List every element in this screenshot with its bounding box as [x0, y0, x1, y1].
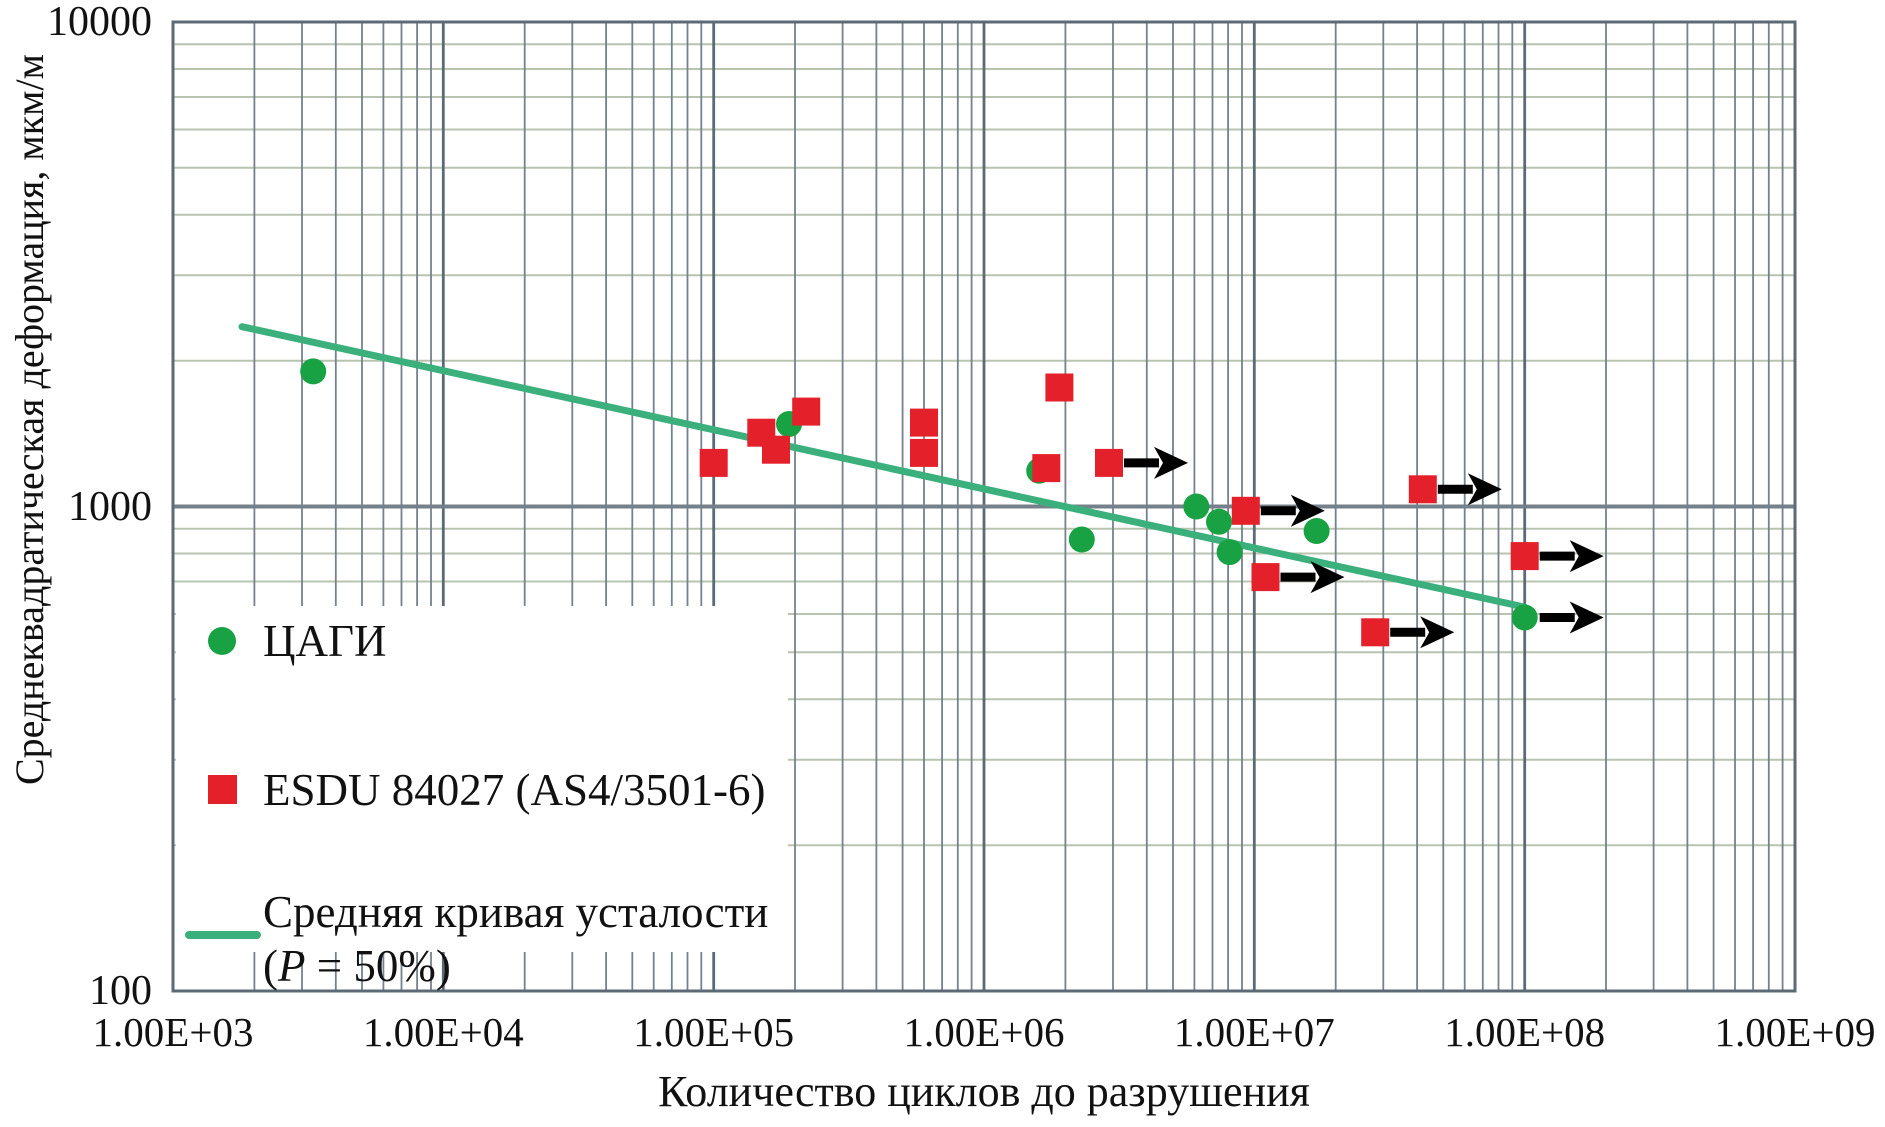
y-axis-title: Среднеквадратическая деформация, мкм/м	[7, 54, 52, 785]
runout-arrow-head	[1290, 494, 1325, 527]
esdu-point	[762, 435, 790, 464]
runout-arrow-head	[1310, 561, 1345, 594]
runout-arrow-head	[1154, 446, 1188, 479]
esdu-point	[792, 397, 821, 426]
x-tick-label: 1.00E+03	[92, 1009, 254, 1055]
mean-curve-legend-line-icon	[185, 931, 261, 939]
x-axis-title: Количество циклов до разрушения	[658, 1067, 1310, 1116]
y-tick-label: 10000	[47, 0, 152, 45]
runout-arrow-head	[1569, 540, 1604, 573]
x-tick-label: 1.00E+05	[633, 1009, 795, 1055]
x-tick-label: 1.00E+06	[903, 1009, 1065, 1055]
x-tick-label: 1.00E+08	[1444, 1009, 1606, 1055]
x-tick-label: 1.00E+07	[1173, 1009, 1335, 1055]
esdu-point	[1361, 618, 1390, 647]
tsagi-point	[1068, 526, 1095, 553]
tsagi-point	[1183, 493, 1210, 520]
esdu-point	[1095, 448, 1123, 477]
x-tick-label: 1.00E+09	[1714, 1009, 1876, 1055]
esdu-point	[1032, 454, 1061, 483]
legend-label-curve-line1: Средняя кривая усталости	[263, 887, 769, 937]
esdu-legend-marker-icon	[208, 775, 237, 804]
curve-label-paren: (	[263, 941, 278, 991]
tsagi-point	[1511, 604, 1538, 631]
tsagi-legend-marker-icon	[208, 627, 236, 655]
y-tick-label: 1000	[68, 483, 152, 530]
legend-label-curve-line2: (P = 50%)	[263, 940, 451, 992]
legend	[176, 606, 788, 952]
esdu-point	[1251, 563, 1280, 592]
curve-label-rest: = 50%)	[305, 941, 451, 991]
legend-label-esdu: ESDU 84027 (AS4/3501-6)	[263, 765, 766, 815]
esdu-point	[910, 408, 938, 437]
curve-label-p: P	[278, 941, 306, 991]
y-tick-label: 100	[89, 968, 152, 1014]
tsagi-point	[1303, 518, 1330, 544]
esdu-point	[1408, 475, 1437, 504]
tsagi-point	[300, 358, 327, 385]
tsagi-point	[1216, 539, 1243, 566]
esdu-point	[1045, 373, 1074, 402]
runout-arrow-head	[1420, 616, 1455, 649]
esdu-point	[1231, 496, 1260, 525]
tsagi-point	[1206, 508, 1232, 535]
runout-arrow-head	[1569, 601, 1604, 634]
mean-fatigue-curve	[238, 323, 1529, 611]
esdu-point	[1510, 542, 1539, 571]
esdu-point	[910, 438, 938, 467]
plot-border	[171, 20, 1797, 993]
legend-label-tsagi: ЦАГИ	[263, 616, 387, 666]
esdu-point	[699, 448, 728, 477]
runout-arrow-head	[1467, 473, 1502, 506]
x-tick-label: 1.00E+04	[362, 1009, 524, 1055]
